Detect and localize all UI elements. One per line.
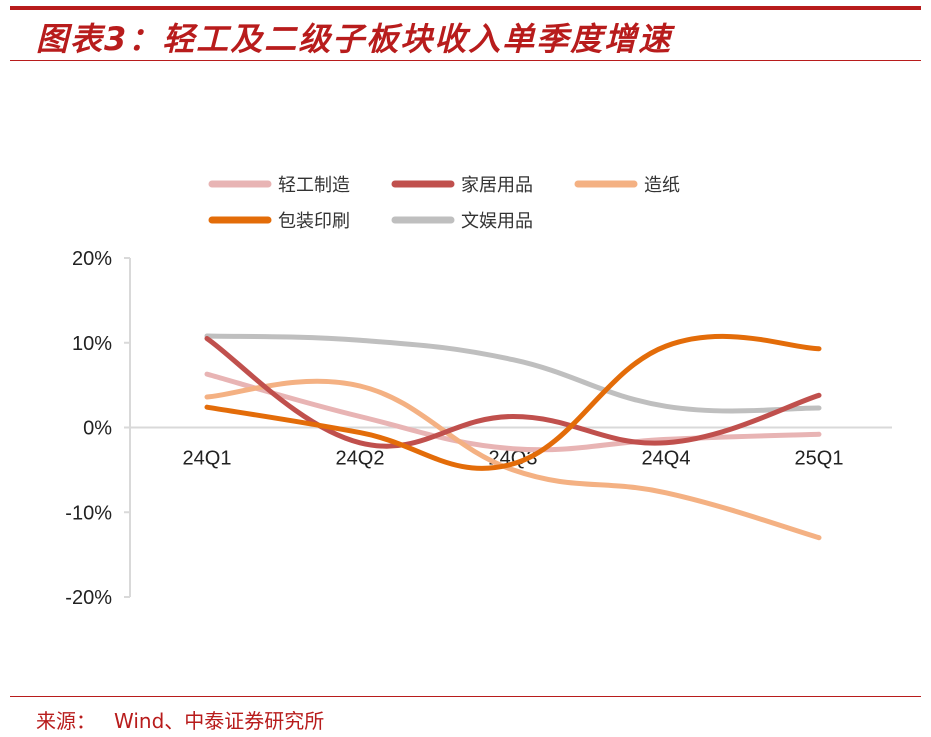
- source-note: 来源： Wind、中泰证券研究所: [36, 705, 324, 734]
- series-line-5: [204, 333, 822, 414]
- chart-axes: 20%10%0%-10%-20%24Q1 24Q2 24Q3 24Q4 25Q1: [65, 248, 892, 609]
- y-tick-label: -20%: [65, 587, 112, 609]
- y-tick-label: 0%: [83, 418, 112, 440]
- series-line-3: [204, 378, 822, 541]
- source-text: Wind、中泰证券研究所: [114, 709, 325, 733]
- x-tick-label: 24Q1: [183, 448, 232, 470]
- series-line-4: [204, 333, 822, 471]
- series-line-2: [204, 336, 822, 449]
- y-tick-label: -10%: [65, 502, 112, 524]
- legend-label: 文娱用品: [461, 211, 533, 232]
- x-tick-label: 24Q4: [642, 448, 691, 470]
- title-divider: [10, 60, 921, 61]
- page-title: 图表3：轻工及二级子板块收入单季度增速: [36, 20, 673, 58]
- top-rule: [10, 6, 921, 10]
- legend-label: 包装印刷: [278, 211, 350, 232]
- legend-label: 轻工制造: [278, 175, 350, 196]
- series-line-1: [204, 371, 822, 453]
- line-chart: 20%10%0%-10%-20%24Q1 24Q2 24Q3 24Q4 25Q1 轻工制…: [65, 175, 892, 609]
- source-label: 来源：: [36, 709, 96, 733]
- legend-label: 造纸: [644, 175, 680, 196]
- legend-label: 家居用品: [461, 175, 533, 196]
- y-tick-label: 20%: [72, 248, 112, 270]
- chart-series: [204, 333, 822, 541]
- y-tick-label: 10%: [72, 333, 112, 355]
- x-tick-label: 25Q1: [795, 448, 844, 470]
- x-tick-label: 24Q2: [336, 448, 385, 470]
- footer-divider: [10, 696, 921, 697]
